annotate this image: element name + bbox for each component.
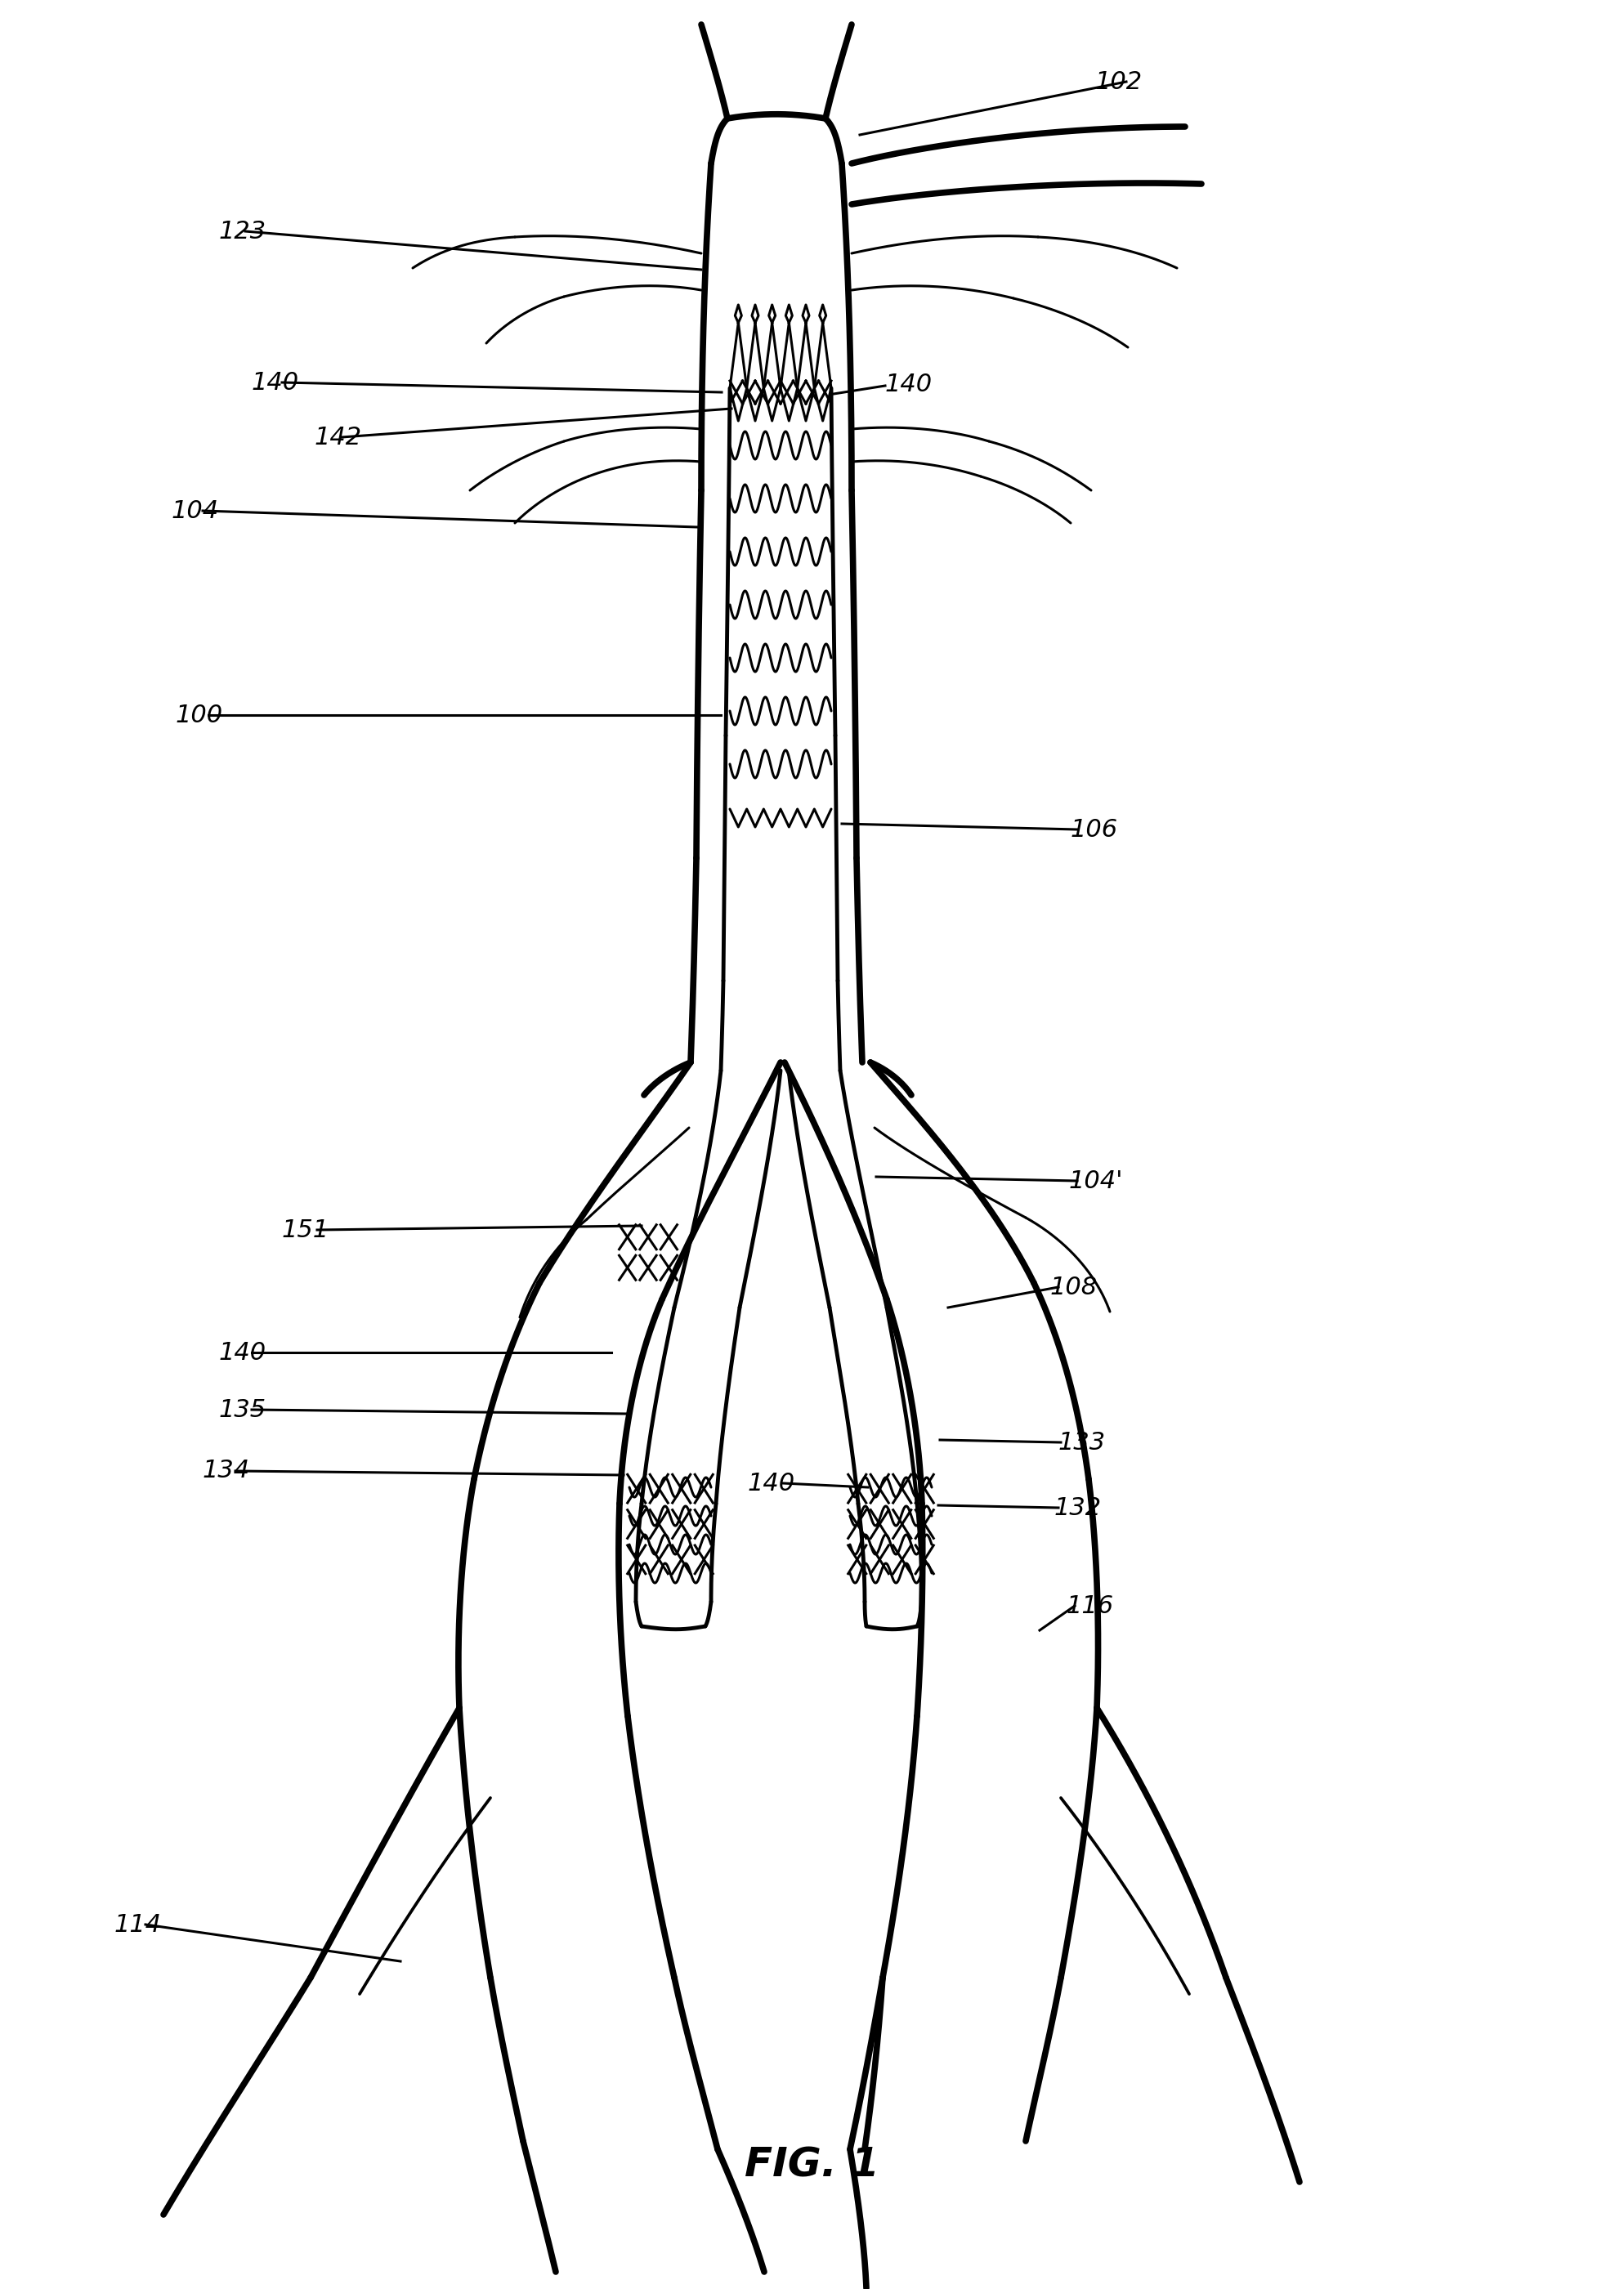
Text: 102: 102 — [1095, 71, 1143, 94]
Text: 104: 104 — [172, 499, 219, 522]
Text: 116: 116 — [1067, 1593, 1114, 1618]
Text: 135: 135 — [219, 1399, 266, 1421]
Text: 140: 140 — [219, 1341, 266, 1364]
Text: 104': 104' — [1069, 1170, 1124, 1193]
Text: 100: 100 — [175, 703, 222, 728]
Text: 142: 142 — [315, 426, 362, 449]
Text: FIG. 1: FIG. 1 — [744, 2147, 879, 2186]
Text: 133: 133 — [1059, 1431, 1106, 1454]
Text: 151: 151 — [283, 1218, 330, 1241]
Text: 140: 140 — [885, 373, 932, 396]
Text: 140: 140 — [747, 1472, 796, 1495]
Text: 114: 114 — [114, 1914, 162, 1936]
Text: 108: 108 — [1051, 1275, 1098, 1298]
Text: 132: 132 — [1054, 1497, 1101, 1520]
Text: 123: 123 — [219, 220, 266, 243]
Text: 140: 140 — [252, 371, 299, 394]
Text: 106: 106 — [1070, 817, 1119, 842]
Text: 134: 134 — [203, 1458, 250, 1483]
